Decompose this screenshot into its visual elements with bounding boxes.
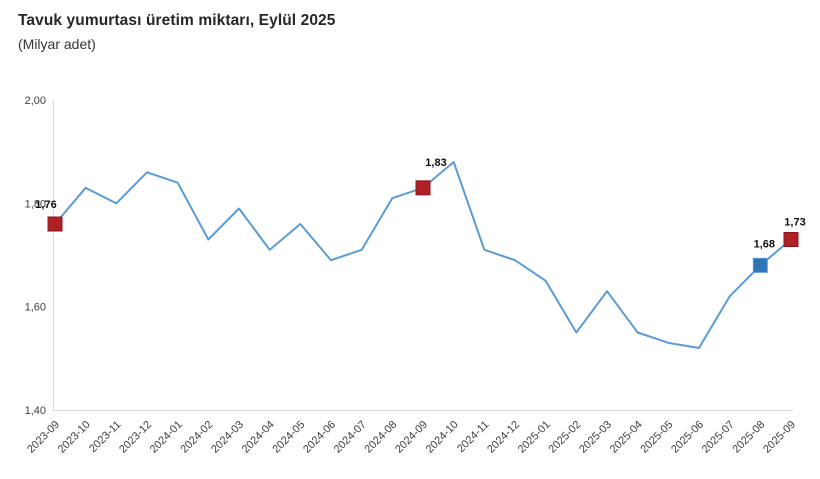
x-tick-label: 2023-09 [25, 419, 62, 456]
x-tick-label: 2025-01 [516, 419, 553, 456]
x-tick-label: 2024-05 [270, 419, 307, 456]
highlight-markers: 1,76 1,83 1,68 1,73 [35, 157, 806, 273]
x-axis-labels: 2023-092023-102023-112023-122024-012024-… [25, 419, 798, 456]
x-tick-label: 2024-12 [485, 419, 522, 456]
x-tick-label: 2025-05 [638, 419, 675, 456]
x-tick-label: 2025-07 [700, 419, 737, 456]
data-point-label-2025-08: 1,68 [754, 238, 775, 250]
y-tick-label: 2,00 [25, 95, 46, 107]
x-tick-label: 2024-10 [424, 419, 461, 456]
y-tick-label: 1,60 [25, 302, 46, 314]
x-tick-label: 2024-09 [393, 419, 430, 456]
x-tick-label: 2024-07 [332, 419, 369, 456]
data-point-marker-2024-09[interactable] [415, 180, 431, 196]
x-tick-label: 2024-01 [148, 419, 185, 456]
y-axis-labels: 2,00 1,80 1,60 1,40 [25, 95, 46, 417]
chart-title: Tavuk yumurtası üretim miktarı, Eylül 20… [18, 12, 336, 29]
x-tick-label: 2025-04 [608, 419, 645, 456]
data-point-marker-2025-08[interactable] [752, 257, 768, 273]
x-tick-label: 2024-04 [240, 419, 277, 456]
data-point-marker-2025-09[interactable] [783, 232, 799, 247]
x-tick-label: 2023-11 [87, 419, 123, 455]
y-tick-label: 1,80 [25, 198, 46, 210]
x-tick-label: 2025-03 [577, 419, 614, 456]
data-point-label-2023-09: 1,76 [35, 199, 56, 211]
x-tick-label: 2025-06 [669, 419, 706, 456]
x-tick-label: 2023-12 [117, 419, 154, 456]
y-tick-label: 1,40 [25, 405, 46, 417]
x-tick-label: 2023-10 [56, 419, 93, 456]
x-tick-label: 2024-03 [209, 419, 246, 456]
x-tick-label: 2025-08 [730, 419, 767, 456]
data-point-label-2025-09: 1,73 [784, 217, 805, 229]
x-tick-label: 2024-06 [301, 419, 338, 456]
x-tick-label: 2025-09 [761, 419, 798, 456]
data-point-marker-2023-09[interactable] [47, 216, 63, 232]
x-tick-label: 2024-11 [455, 419, 491, 455]
data-point-label-2024-09: 1,83 [425, 157, 446, 169]
chart-subtitle: (Milyar adet) [18, 36, 96, 52]
x-tick-label: 2025-02 [546, 419, 583, 456]
axes [53, 100, 793, 411]
x-tick-label: 2024-08 [362, 419, 399, 456]
x-tick-label: 2024-02 [178, 419, 215, 456]
